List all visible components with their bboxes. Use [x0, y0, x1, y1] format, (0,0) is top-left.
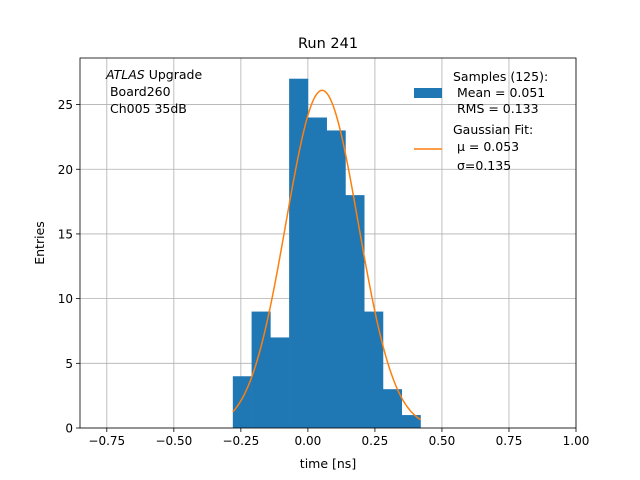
- histogram-bar: [364, 311, 384, 428]
- histogram-bars: [232, 78, 421, 428]
- legend-fit-line-1: Gaussian Fit:: [453, 122, 533, 137]
- legend-fit-line-2: μ = 0.053: [453, 139, 519, 154]
- legend-samples-swatch: [414, 88, 442, 98]
- x-tick-label: −0.25: [222, 434, 259, 448]
- y-axis-label: Entries: [32, 221, 47, 265]
- y-tick-label: 25: [58, 98, 73, 112]
- histogram-bar: [289, 78, 309, 428]
- annotation-atlas: ATLAS: [105, 67, 145, 82]
- histogram-bar: [401, 415, 421, 428]
- annotation-line-2: Board260: [106, 84, 171, 99]
- x-tick-label: −0.50: [155, 434, 192, 448]
- legend-samples-line-2: Mean = 0.051: [453, 85, 545, 100]
- histogram-bar: [251, 311, 271, 428]
- x-tick-label: 1.00: [563, 434, 590, 448]
- histogram-bar: [326, 130, 346, 428]
- annotation-upgrade: Upgrade: [145, 67, 203, 82]
- x-tick-label: 0.75: [496, 434, 523, 448]
- x-axis-ticks: −0.75 −0.50 −0.25 0.00 0.25 0.50 0.75 1.00: [88, 428, 589, 448]
- legend-samples-line-1: Samples (125):: [453, 69, 548, 84]
- gaussian-fit-curve: [232, 89, 421, 421]
- histogram-bar: [307, 117, 327, 428]
- legend: Samples (125): Mean = 0.051 RMS = 0.133 …: [414, 69, 548, 173]
- histogram-bar: [345, 195, 365, 428]
- y-tick-label: 5: [65, 357, 73, 371]
- x-tick-label: 0.25: [362, 434, 389, 448]
- y-axis-ticks: 0 5 10 15 20 25: [58, 98, 80, 436]
- x-tick-label: −0.75: [88, 434, 125, 448]
- annotation-text: ATLAS Upgrade Board260 Ch005 35dB: [105, 67, 202, 116]
- x-tick-label: 0.00: [295, 434, 322, 448]
- y-tick-label: 0: [65, 422, 73, 436]
- chart-title: Run 241: [298, 36, 358, 52]
- axes-frame: [79, 57, 577, 429]
- x-tick-label: 0.50: [429, 434, 456, 448]
- y-tick-label: 10: [58, 292, 73, 306]
- annotation-line-1: ATLAS Upgrade: [105, 67, 202, 82]
- y-tick-label: 15: [58, 227, 73, 241]
- annotation-line-3: Ch005 35dB: [106, 101, 187, 116]
- legend-samples-line-3: RMS = 0.133: [453, 101, 539, 116]
- histogram-bar: [270, 337, 290, 428]
- histogram-bar: [382, 389, 403, 428]
- legend-fit-line-3: σ=0.135: [453, 158, 511, 173]
- y-tick-label: 20: [58, 163, 73, 177]
- x-axis-label: time [ns]: [300, 456, 356, 471]
